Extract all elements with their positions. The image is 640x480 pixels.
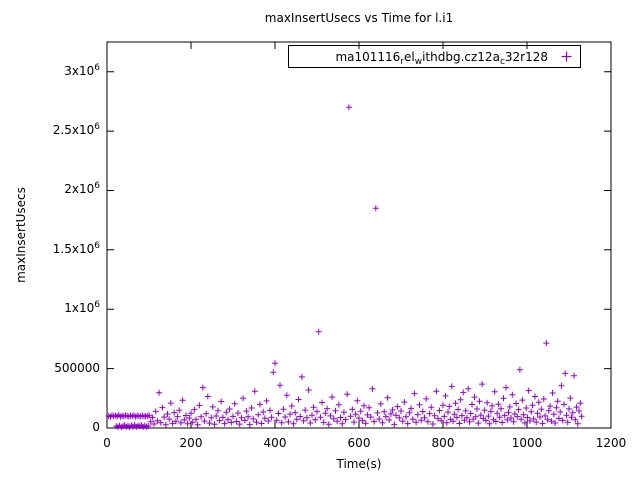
tick-marks	[106, 42, 612, 429]
legend-marker-icon	[561, 51, 572, 62]
data-points	[105, 104, 585, 431]
x-axis-label: Time(s)	[336, 457, 382, 471]
plot-border	[106, 41, 612, 429]
y-axis-label: maxInsertUsecs	[14, 187, 28, 283]
legend: ma101116relwithdbg.cz12ac32r128	[288, 45, 581, 68]
chart-title: maxInsertUsecs vs Time for l.i1	[264, 11, 454, 25]
legend-label: ma101116relwithdbg.cz12ac32r128	[335, 49, 548, 67]
